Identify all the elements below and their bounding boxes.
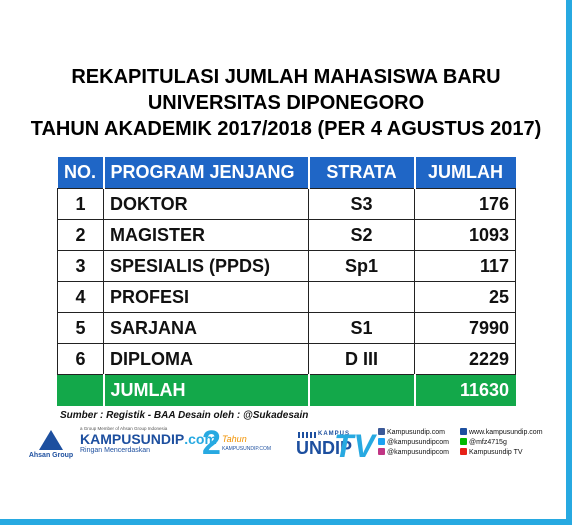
two-years-sub: KAMPUSUNDIP.COM	[222, 446, 272, 452]
website-label: www.kampusundip.com	[469, 429, 543, 436]
two-years-number: 2	[202, 424, 221, 462]
kampusundip-tiny-text: a Group Member of Ahsan Group Indonesia	[80, 426, 168, 431]
ahsan-triangle-icon	[39, 430, 63, 450]
tv-kampus-text: KAMPUS	[318, 431, 351, 437]
cell-strata	[308, 281, 415, 313]
ahsan-group-name: Ahsan Group	[28, 452, 74, 459]
table-row: 2 MAGISTER S2 1093	[57, 219, 516, 251]
cell-program: SARJANA	[103, 312, 309, 344]
social-instagram[interactable]: @kampusundipcom	[378, 448, 449, 458]
title-line-3: TAHUN AKADEMIK 2017/2018 (PER 4 AGUSTUS …	[30, 118, 542, 140]
cell-program: DIPLOMA	[103, 343, 309, 375]
social-facebook[interactable]: Kampusundip.com	[378, 428, 445, 438]
cell-program: MAGISTER	[103, 219, 309, 251]
two-years-logo: 2 Tahun KAMPUSUNDIP.COM	[202, 424, 271, 462]
footer-logos: Ahsan Group a Group Member of Ahsan Grou…	[0, 424, 572, 470]
title-line-1: REKAPITULASI JUMLAH MAHASISWA BARU	[71, 66, 501, 88]
two-years-word: Tahun	[222, 434, 247, 444]
cell-jumlah: 117	[414, 250, 516, 282]
instagram-icon	[378, 448, 385, 455]
kampusundip-logo: a Group Member of Ahsan Group Indonesia …	[80, 426, 217, 454]
cell-no: 6	[57, 343, 104, 375]
kampusundip-tagline: Ringan Mencerdaskan	[80, 447, 151, 454]
table-header-row: NO. PROGRAM JENJANG STRATA JUMLAH	[57, 157, 516, 189]
cell-program: DOKTOR	[103, 188, 309, 220]
cell-program: SPESIALIS (PPDS)	[103, 250, 309, 282]
ahsan-group-logo: Ahsan Group	[28, 430, 74, 459]
header-strata: STRATA	[308, 157, 416, 189]
facebook-label: Kampusundip.com	[387, 429, 445, 436]
table-row: 5 SARJANA S1 7990	[57, 312, 516, 344]
kampusundip-brand: KAMPUSUNDIP.com	[80, 431, 217, 447]
cell-no: 5	[57, 312, 104, 344]
cell-no: 4	[57, 281, 104, 313]
source-note: Sumber : Registik - BAA Desain oleh : @S…	[60, 410, 309, 421]
cell-strata: S1	[308, 312, 415, 344]
cell-no: 3	[57, 250, 104, 282]
social-line[interactable]: @mfz4715g	[460, 438, 507, 448]
line-label: @mfz4715g	[469, 439, 507, 446]
social-links: Kampusundip.com www.kampusundip.com @kam…	[378, 428, 572, 458]
header-no: NO.	[57, 157, 105, 189]
facebook-icon	[378, 428, 385, 435]
table-row: 1 DOKTOR S3 176	[57, 188, 516, 220]
table-row: 4 PROFESI 25	[57, 281, 516, 313]
total-blank	[57, 374, 105, 406]
youtube-label: Kampusundip TV	[469, 449, 523, 456]
social-youtube[interactable]: Kampusundip TV	[460, 448, 523, 458]
cell-no: 2	[57, 219, 104, 251]
header-program: PROGRAM JENJANG	[103, 157, 310, 189]
cell-jumlah: 1093	[414, 219, 516, 251]
tv-text: TV	[334, 428, 375, 464]
cell-strata: S3	[308, 188, 415, 220]
total-value: 11630	[414, 374, 516, 406]
youtube-icon	[460, 448, 467, 455]
cell-program: PROFESI	[103, 281, 309, 313]
cell-strata: S2	[308, 219, 415, 251]
kampus-undip-tv-logo: KAMPUS UNDIP TV	[296, 428, 382, 468]
total-blank-strata	[308, 374, 416, 406]
social-twitter[interactable]: @kampusundipcom	[378, 438, 449, 448]
cell-jumlah: 7990	[414, 312, 516, 344]
tv-bars-icon	[298, 432, 316, 438]
page-title: REKAPITULASI JUMLAH MAHASISWA BARU UNIVE…	[0, 64, 572, 142]
total-label: JUMLAH	[103, 374, 310, 406]
kampusundip-brand-main: KAMPUSUNDIP	[80, 431, 185, 447]
twitter-label: @kampusundipcom	[387, 439, 449, 446]
recap-table: NO. PROGRAM JENJANG STRATA JUMLAH 1 DOKT…	[57, 157, 516, 406]
line-icon	[460, 438, 467, 445]
kampusundip-brand-suffix: .com	[184, 431, 217, 447]
cell-no: 1	[57, 188, 104, 220]
tv-undip-text: UNDIP	[296, 438, 353, 458]
twitter-icon	[378, 438, 385, 445]
cell-jumlah: 176	[414, 188, 516, 220]
globe-icon	[460, 428, 467, 435]
header-jumlah: JUMLAH	[414, 157, 516, 189]
table-row: 3 SPESIALIS (PPDS) Sp1 117	[57, 250, 516, 282]
table-total-row: JUMLAH 11630	[57, 374, 516, 406]
cell-jumlah: 2229	[414, 343, 516, 375]
cell-jumlah: 25	[414, 281, 516, 313]
title-line-2: UNIVERSITAS DIPONEGORO	[147, 92, 425, 114]
social-website[interactable]: www.kampusundip.com	[460, 428, 543, 438]
instagram-label: @kampusundipcom	[387, 449, 449, 456]
cell-strata: Sp1	[308, 250, 415, 282]
cell-strata: D III	[308, 343, 415, 375]
table-row: 6 DIPLOMA D III 2229	[57, 343, 516, 375]
